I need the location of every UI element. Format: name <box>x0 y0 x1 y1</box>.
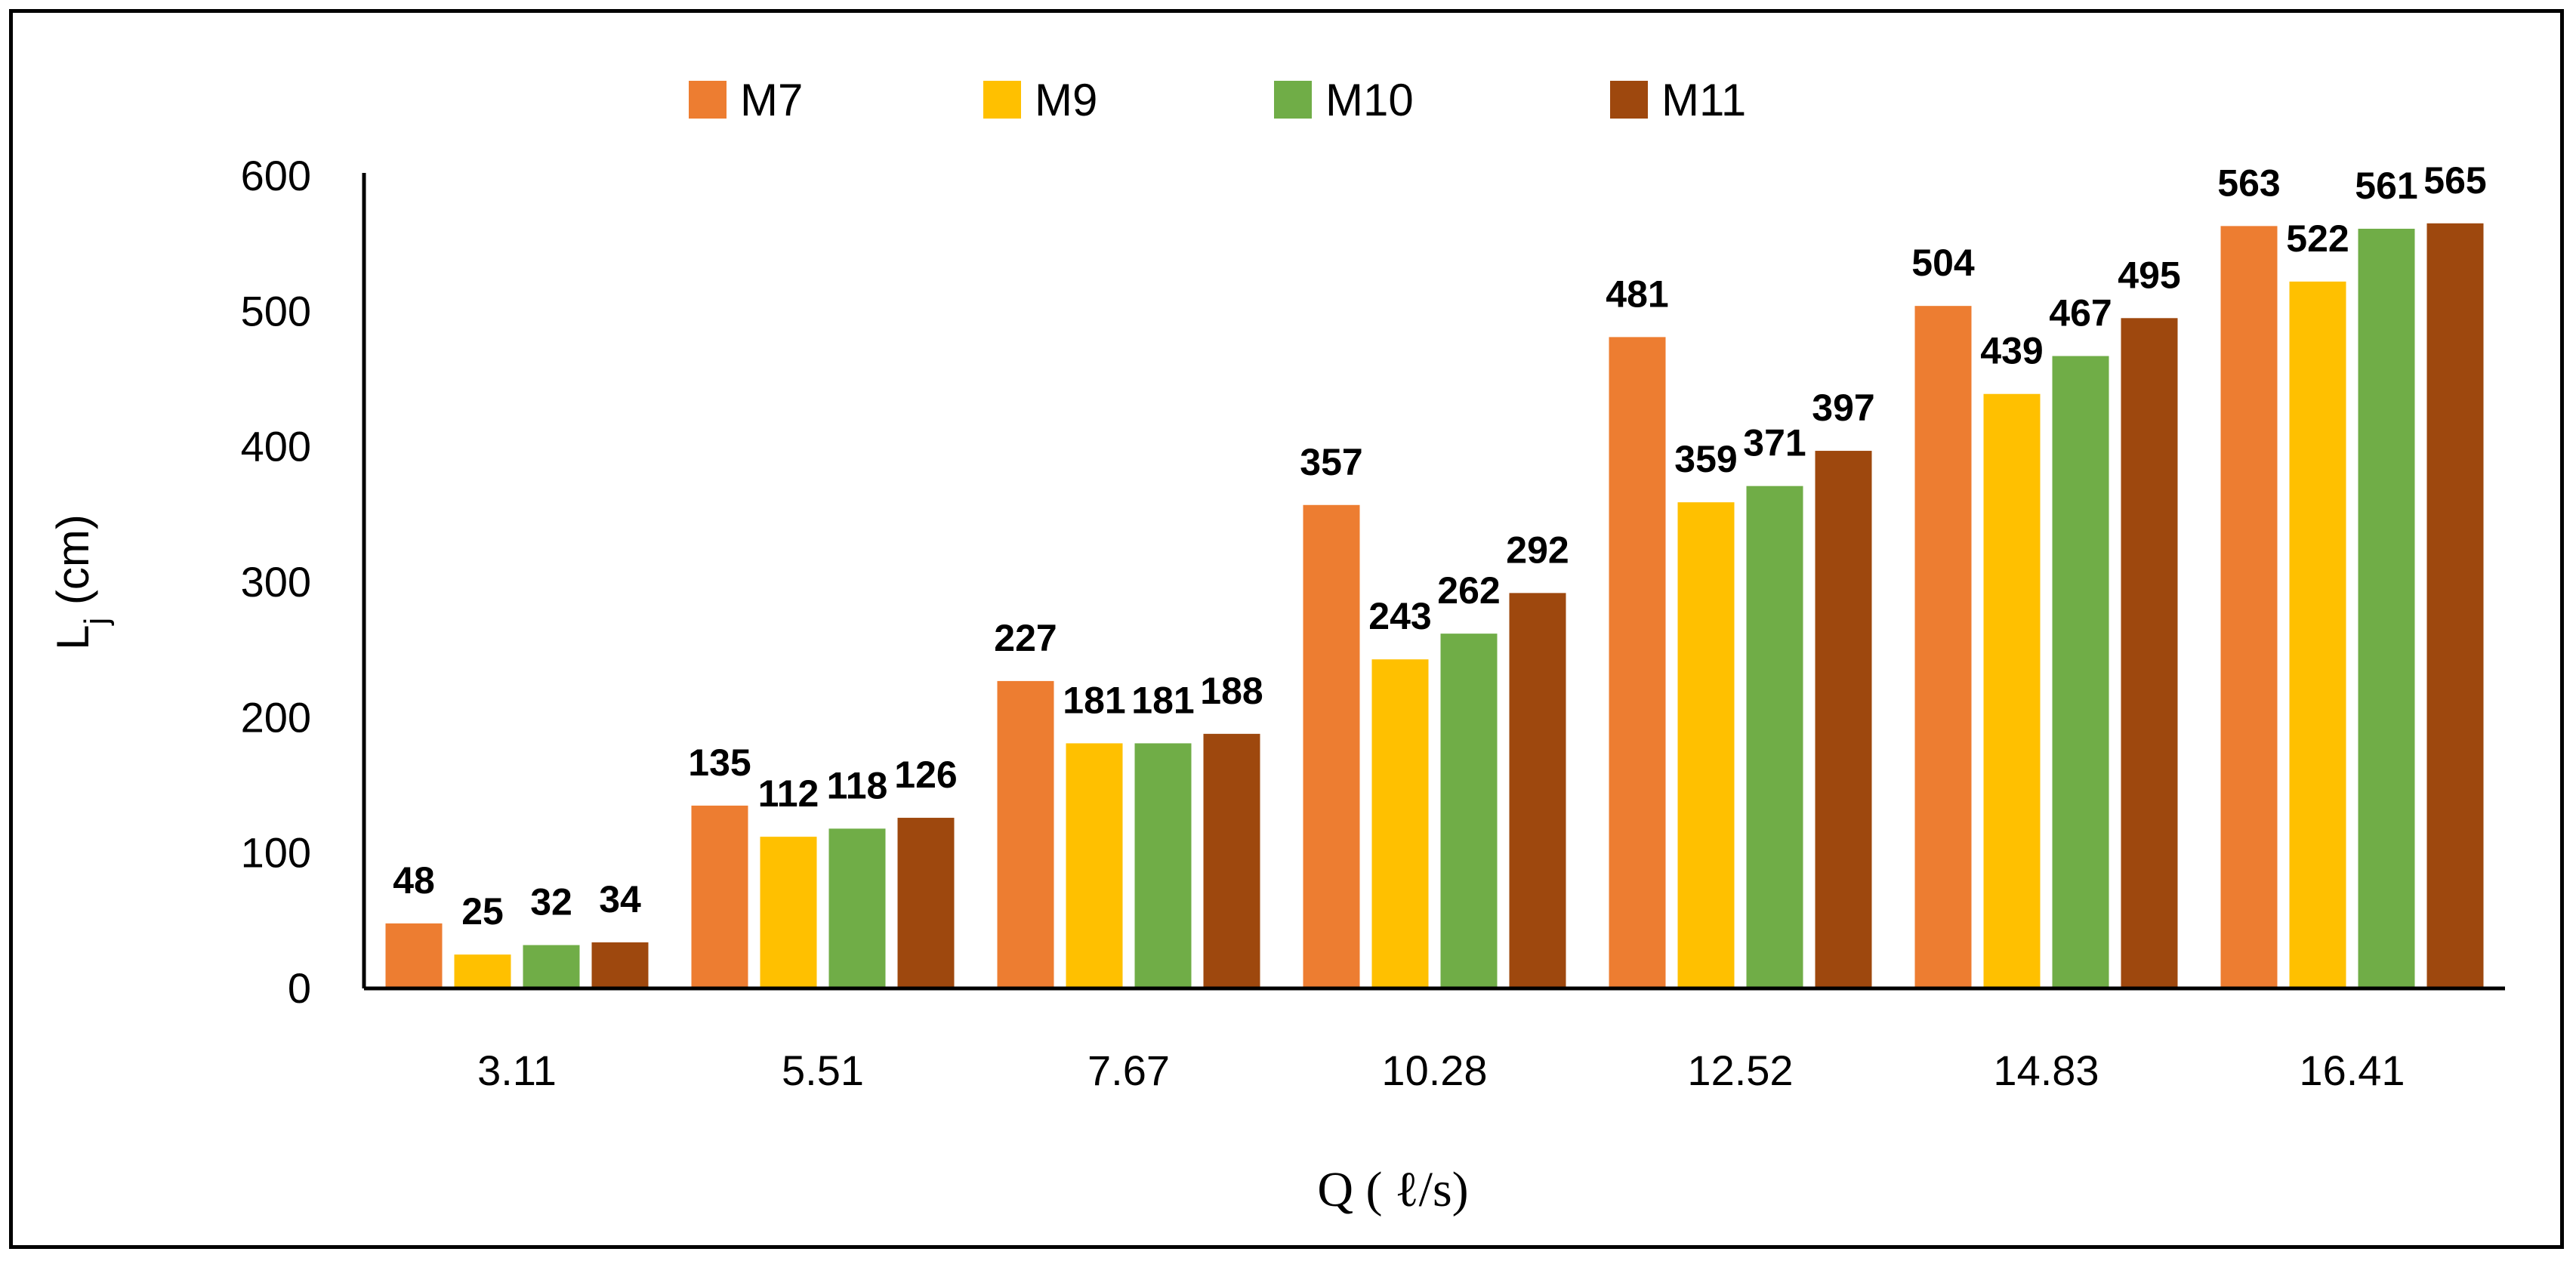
bar-m11-5-51 <box>897 818 955 988</box>
x-axis-title: Q ( ℓ/s) <box>1317 1162 1468 1217</box>
y-axis-title-sub: j <box>78 618 115 627</box>
x-tick-label: 3.11 <box>477 1047 557 1094</box>
data-label: 243 <box>1368 595 1431 637</box>
bar-m9-10-28 <box>1371 659 1429 988</box>
bar-m7-5-51 <box>691 805 748 988</box>
bar-m11-14-83 <box>2121 318 2178 988</box>
x-tick-label: 12.52 <box>1687 1047 1793 1094</box>
data-label: 135 <box>688 741 751 784</box>
bar-m7-10-28 <box>1303 504 1360 988</box>
bar-m7-14-83 <box>1914 306 1972 988</box>
data-label: 467 <box>2049 292 2112 335</box>
x-tick-label: 16.41 <box>2299 1047 2405 1094</box>
data-label: 565 <box>2423 159 2486 202</box>
bar-m11-10-28 <box>1509 593 1566 988</box>
bar-m7-16-41 <box>2220 226 2278 988</box>
legend-swatch-m10 <box>1274 81 1312 119</box>
data-label: 292 <box>1506 529 1569 571</box>
data-label: 357 <box>1300 441 1362 483</box>
x-tick-label: 10.28 <box>1381 1047 1487 1094</box>
bar-m7-7-67 <box>997 680 1054 988</box>
chart-frame: M7 M9 M10 M11 0 100 200 300 400 500 600 48 25 32 34 1… <box>9 9 2564 1249</box>
bar-m11-12-52 <box>1815 451 1872 988</box>
data-label: 118 <box>827 764 888 806</box>
bar-m11-7-67 <box>1203 733 1260 988</box>
legend-swatch-m7 <box>689 81 727 119</box>
data-label: 359 <box>1674 438 1737 480</box>
data-label: 32 <box>530 881 572 923</box>
y-tick-label: 500 <box>241 287 311 335</box>
x-tick-label: 7.67 <box>1087 1047 1170 1094</box>
data-label: 522 <box>2286 217 2349 260</box>
y-tick-label: 200 <box>241 693 311 741</box>
bar-m11-16-41 <box>2426 223 2484 988</box>
y-axis-title-rest: (cm) <box>48 514 98 618</box>
bar-m9-7-67 <box>1066 743 1123 988</box>
bar-m10-12-52 <box>1746 486 1803 988</box>
y-axis-ticks: 0 100 200 300 400 500 600 <box>241 152 311 1012</box>
bar-m9-14-83 <box>1983 393 2041 988</box>
data-label: 48 <box>393 859 435 902</box>
bar-m9-5-51 <box>760 837 817 988</box>
legend-label-m7: M7 <box>740 75 803 125</box>
bar-m10-3-11 <box>523 945 580 988</box>
bar-m7-12-52 <box>1609 337 1666 988</box>
bar-m10-14-83 <box>2052 356 2109 989</box>
data-label: 262 <box>1437 569 1500 612</box>
data-label: 25 <box>461 890 504 933</box>
legend-swatch-m9 <box>983 81 1021 119</box>
y-axis-title: Lj (cm) <box>48 514 115 650</box>
y-axis-title-main: L <box>48 625 98 650</box>
data-label: 188 <box>1200 670 1263 712</box>
data-label: 504 <box>1911 242 1975 284</box>
y-tick-label: 400 <box>241 423 311 470</box>
x-tick-label: 5.51 <box>782 1047 864 1094</box>
bar-m9-16-41 <box>2289 281 2346 988</box>
legend: M7 M9 M10 M11 <box>689 75 1746 125</box>
data-label: 481 <box>1606 273 1668 315</box>
data-label: 561 <box>2355 165 2417 207</box>
bars <box>385 223 2484 989</box>
x-tick-label: 14.83 <box>1993 1047 2099 1094</box>
y-tick-label: 100 <box>241 829 311 877</box>
data-label: 112 <box>758 772 819 815</box>
data-label: 181 <box>1063 679 1125 721</box>
bar-m9-12-52 <box>1677 502 1735 988</box>
bar-m10-16-41 <box>2358 228 2415 988</box>
data-label: 34 <box>599 878 641 920</box>
bar-m10-7-67 <box>1134 743 1192 988</box>
data-label: 126 <box>894 754 957 796</box>
legend-label-m10: M10 <box>1325 75 1414 125</box>
bar-m10-10-28 <box>1440 634 1498 988</box>
legend-swatch-m11 <box>1610 81 1648 119</box>
bar-chart: M7 M9 M10 M11 0 100 200 300 400 500 600 48 25 32 34 1… <box>48 75 2505 1217</box>
y-tick-label: 600 <box>241 152 311 199</box>
bar-m11-3-11 <box>591 942 649 988</box>
legend-label-m11: M11 <box>1661 75 1746 125</box>
data-label: 181 <box>1131 679 1194 721</box>
data-label: 495 <box>2118 254 2180 296</box>
data-label: 397 <box>1812 387 1874 429</box>
y-tick-label: 0 <box>288 964 311 1012</box>
bar-m7-3-11 <box>385 923 443 988</box>
data-label: 371 <box>1743 422 1806 464</box>
y-tick-label: 300 <box>241 558 311 606</box>
data-label: 563 <box>2217 162 2280 204</box>
data-label: 439 <box>1980 330 2043 372</box>
bar-m10-5-51 <box>828 828 886 988</box>
legend-label-m9: M9 <box>1035 75 1097 125</box>
x-axis-ticks: 3.11 5.51 7.67 10.28 12.52 14.83 16.41 <box>477 1047 2405 1094</box>
bar-m9-3-11 <box>454 954 511 988</box>
data-label: 227 <box>994 617 1057 659</box>
